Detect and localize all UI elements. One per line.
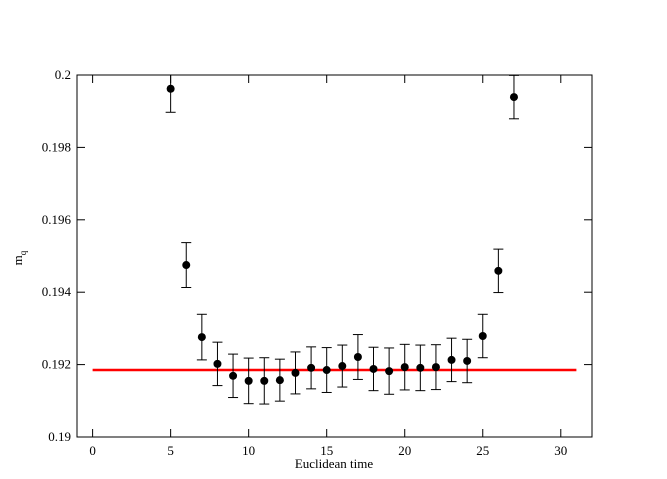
point — [478, 332, 487, 341]
x-tick-label: 5 — [167, 443, 174, 458]
point — [322, 366, 331, 375]
point — [213, 359, 222, 368]
y-label-sub: q — [18, 250, 28, 255]
point — [182, 261, 191, 270]
point — [307, 363, 316, 372]
point — [275, 376, 284, 385]
point — [338, 362, 347, 371]
point — [400, 363, 409, 372]
point — [494, 266, 503, 275]
point — [463, 356, 472, 365]
point — [369, 364, 378, 373]
x-axis-label: Euclidean time — [295, 456, 374, 471]
point — [229, 371, 238, 380]
x-tick-label: 25 — [476, 443, 489, 458]
y-tick-label: 0.19 — [48, 429, 71, 444]
point — [291, 368, 300, 377]
point — [166, 84, 175, 93]
point — [431, 363, 440, 372]
point — [244, 376, 253, 385]
y-axis-label: mq — [10, 250, 28, 265]
error-bar — [165, 75, 176, 113]
y-tick-label: 0.192 — [42, 357, 71, 372]
plot-frame — [76, 74, 593, 438]
point — [353, 352, 362, 361]
y-tick-label: 0.2 — [55, 67, 71, 82]
x-tick-label: 10 — [242, 443, 255, 458]
y-label-main: m — [10, 255, 25, 265]
y-tick-label: 0.194 — [42, 284, 72, 299]
point — [509, 93, 518, 102]
y-tick-label: 0.196 — [42, 212, 72, 227]
y-tick-label: 0.198 — [42, 139, 71, 154]
point — [447, 355, 456, 364]
point — [416, 363, 425, 372]
x-tick-label: 20 — [398, 443, 411, 458]
point — [260, 376, 269, 385]
point — [197, 333, 206, 342]
point — [385, 367, 394, 376]
x-tick-label: 15 — [320, 443, 333, 458]
x-tick-label: 30 — [554, 443, 567, 458]
x-tick-label: 0 — [89, 443, 96, 458]
